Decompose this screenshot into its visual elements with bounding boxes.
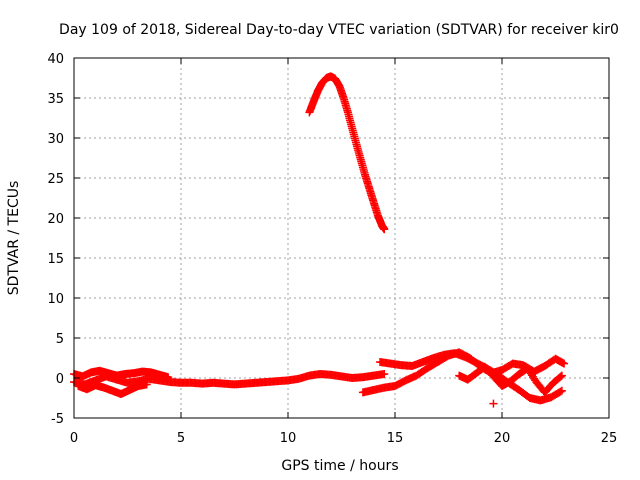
y-tick-label: 40 xyxy=(47,52,64,67)
x-tick-label: 15 xyxy=(387,431,404,446)
y-tick-label: 15 xyxy=(47,252,64,267)
x-tick-label: 20 xyxy=(494,431,511,446)
data-point xyxy=(142,380,151,389)
data-point xyxy=(380,370,389,378)
y-axis-label: SDTVAR / TECUs xyxy=(6,181,22,296)
y-tick-label: 20 xyxy=(47,212,64,227)
y-tick-label: 25 xyxy=(47,172,64,187)
plot-frame xyxy=(73,57,610,419)
data-point-trace xyxy=(556,387,565,396)
data-point xyxy=(557,371,566,380)
y-tick-label: -5 xyxy=(51,412,64,427)
data-point xyxy=(489,399,498,408)
x-tick-label: 10 xyxy=(280,431,297,446)
x-tick-label: 5 xyxy=(177,431,185,446)
y-tick-label: 5 xyxy=(56,332,64,347)
data-point xyxy=(557,386,566,395)
data-point-trace xyxy=(556,372,565,381)
x-tick-label: 0 xyxy=(70,431,78,446)
data-point xyxy=(164,373,173,382)
data-point xyxy=(380,225,389,234)
y-tick-label: 35 xyxy=(47,92,64,107)
y-tick-label: 10 xyxy=(47,292,64,307)
data-point xyxy=(560,359,569,368)
x-axis-label: GPS time / hours xyxy=(281,458,398,474)
y-tick-label: 0 xyxy=(56,372,64,387)
data-points xyxy=(70,72,569,408)
y-tick-label: 30 xyxy=(47,132,64,147)
axis-ticks: 0 5 10 15 20 25 -5 0 5 10 15 20 25 30 35 40 xyxy=(47,52,617,446)
chart-title: Day 109 of 2018, Sidereal Day-to-day VTE… xyxy=(59,22,619,38)
x-tick-label: 25 xyxy=(601,431,618,446)
